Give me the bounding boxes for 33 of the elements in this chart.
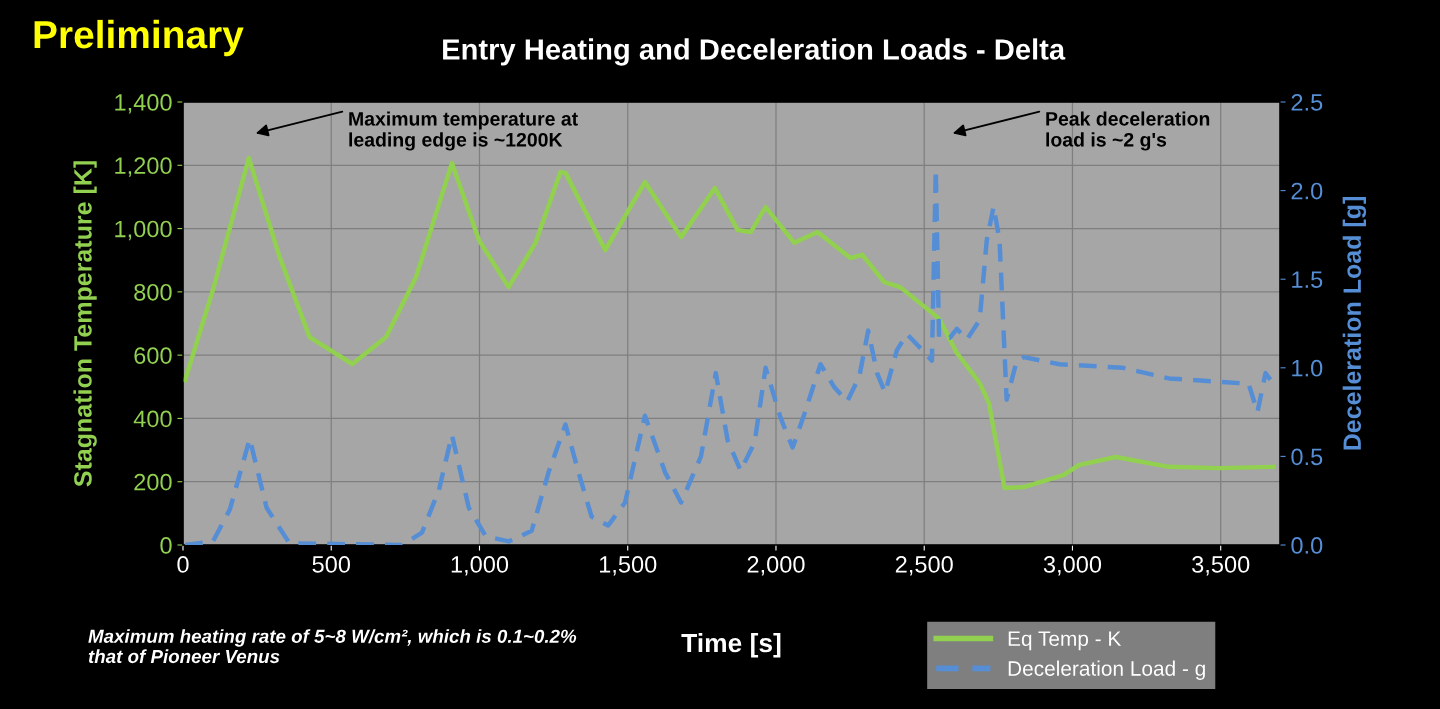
y2-tick-label: 2.0 — [1291, 182, 1323, 200]
y-tick-label: 600 — [134, 347, 172, 364]
y2-tick-label: 2.5 — [1291, 94, 1323, 111]
chart-title: Entry Heating and Deceleration Loads - Delta — [443, 38, 1066, 66]
y2-tick-label: 0.0 — [1291, 537, 1323, 554]
y2-axis-title: Deceleration Load [g] — [1342, 197, 1367, 450]
annotation: Maximum temperature at leading edge is ~1200K — [349, 111, 578, 151]
x-tick-label: 3,500 — [1192, 556, 1250, 576]
y-tick-label: 800 — [134, 283, 172, 301]
x-tick-label: 1,000 — [451, 556, 509, 576]
text: Maximum heating rate of 5~8 W/cm², which is 0.1~0.2% that of Pioneer Venus — [88, 629, 577, 664]
y-tick-label: 0 — [160, 537, 172, 554]
x-tick-label: 3,000 — [1043, 556, 1102, 576]
text: Preliminary — [34, 19, 244, 57]
legend-label: Deceleration Load - g — [1008, 660, 1205, 681]
x-tick-label: 2,000 — [747, 556, 805, 576]
legend-label: Eq Temp - K — [1008, 631, 1122, 651]
y2-tick-label: 1.0 — [1292, 359, 1323, 377]
y-tick-label: 1,400 — [115, 94, 172, 114]
x-axis-title: Time [s] — [681, 632, 781, 658]
y-tick-label: 200 — [134, 473, 172, 491]
annotation: Peak deceleration load is ~2 g's — [1046, 111, 1210, 151]
x-tick-label: 500 — [312, 556, 351, 573]
y-axis-title: Stagnation Temperature [K] — [73, 161, 97, 487]
y-tick-label: 1,200 — [115, 157, 172, 177]
line-series — [183, 155, 1276, 491]
y2-tick-label: 1.5 — [1292, 271, 1323, 288]
y-tick-label: 400 — [133, 410, 172, 428]
y2-tick-label: 0.5 — [1291, 448, 1323, 466]
y-tick-label: 1,000 — [115, 220, 172, 241]
x-tick-label: 0 — [177, 556, 189, 573]
x-tick-label: 2,500 — [895, 556, 953, 576]
x-tick-label: 1,500 — [599, 556, 657, 576]
